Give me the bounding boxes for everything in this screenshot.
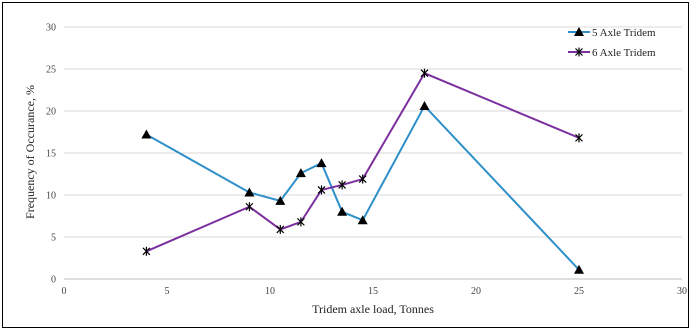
series-2 (142, 68, 583, 256)
triangle-marker (316, 158, 327, 168)
star-marker (317, 185, 326, 195)
series-line (146, 72, 580, 253)
triangle-marker (141, 129, 152, 139)
series-group (141, 68, 584, 274)
legend-label: 6 Axle Tridem (592, 47, 656, 59)
y-tick-label: 5 (51, 233, 56, 244)
triangle-marker (337, 206, 348, 216)
series-1 (141, 100, 584, 274)
star-marker (420, 68, 429, 78)
x-tick-label: 30 (677, 286, 687, 297)
triangle-marker (357, 215, 368, 225)
legend-item: 6 Axle Tridem (568, 47, 656, 59)
triangle-marker (244, 187, 255, 197)
x-tick-label: 25 (574, 286, 584, 297)
x-axis-title: Tridem axle load, Tonnes (312, 302, 434, 316)
star-marker (142, 246, 151, 256)
star-marker (575, 133, 583, 143)
gridlines (64, 26, 682, 238)
y-tick-label: 0 (51, 275, 56, 286)
legend-item: 5 Axle Tridem (568, 27, 656, 39)
axes: 0 5 10 15 20 25 30 0 5 10 15 20 25 30 (46, 23, 687, 298)
star-marker (276, 224, 285, 234)
star-marker (575, 47, 583, 57)
y-tick-label: 30 (46, 23, 56, 34)
triangle-marker (295, 168, 306, 178)
legend-label: 5 Axle Tridem (592, 27, 656, 39)
y-tick-label: 10 (46, 191, 56, 202)
star-marker (338, 180, 347, 190)
triangle-marker (574, 27, 584, 36)
star-marker (296, 217, 305, 227)
x-tick-label: 10 (265, 286, 275, 297)
x-tick-label: 20 (471, 286, 481, 297)
series-line (145, 104, 580, 271)
x-tick-label: 5 (165, 286, 170, 297)
x-tick-label: 15 (368, 286, 378, 297)
triangle-marker (419, 100, 430, 110)
star-marker (358, 174, 367, 184)
triangle-marker (574, 264, 584, 274)
star-marker (245, 202, 254, 212)
legend: 5 Axle Tridem 6 Axle Tridem (568, 27, 656, 59)
y-tick-label: 25 (46, 65, 56, 76)
y-tick-label: 20 (46, 107, 56, 118)
triangle-marker (275, 195, 286, 205)
y-tick-label: 15 (46, 149, 56, 160)
y-axis-title: Frequency of Occurance, % (23, 85, 37, 219)
x-tick-label: 0 (62, 286, 67, 297)
